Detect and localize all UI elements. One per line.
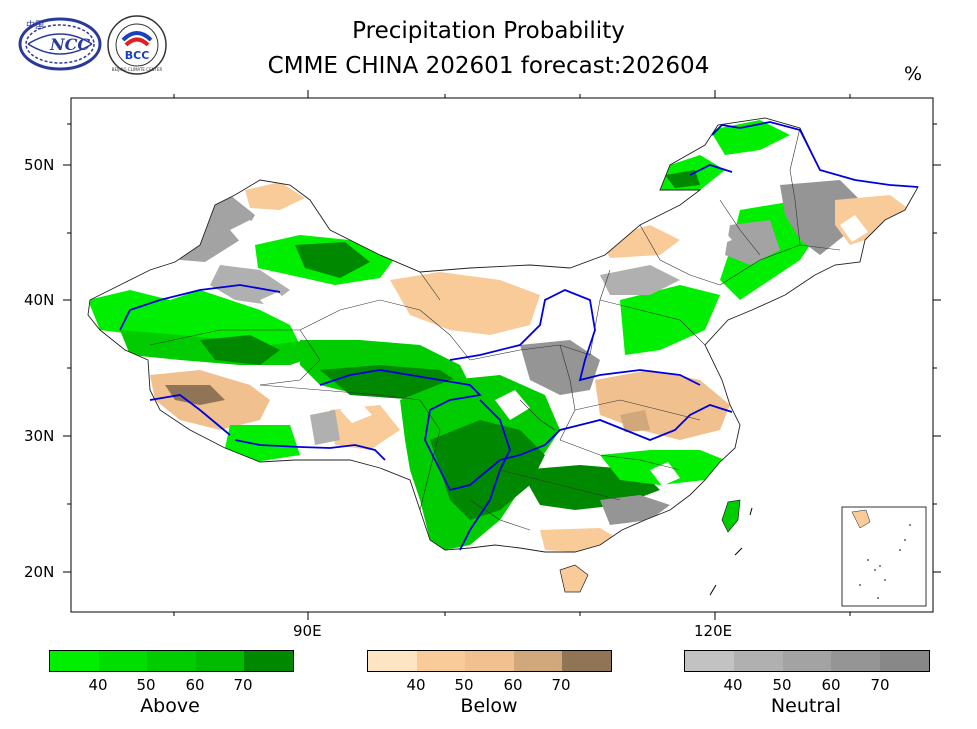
hainan-island [559,564,589,593]
colorbar-above-seg [50,651,99,671]
colorbar-above-seg [98,651,148,671]
colorbar-below-seg [416,651,466,671]
colorbar-above-seg [195,651,245,671]
above-region-north-xinjiang-core [295,242,370,278]
above-region-mohe [710,120,790,155]
below-region-central-east-core [620,410,650,432]
ncc-logo-chars: 中国 [26,19,44,31]
colorbar-neutral-label: Neutral [770,695,842,717]
colorbar-below [367,650,612,672]
colorbar-neutral-seg [880,651,929,671]
colorbar-neutral-tick: 40 [723,676,743,694]
colorbar-above-tick: 60 [185,676,205,694]
colorbar-neutral-seg [782,651,832,671]
below-region-inner-mongolia [390,272,540,335]
colorbar-above-label: Above [140,695,200,717]
title-line-1: Precipitation Probability [352,18,625,44]
china-outline [87,117,919,553]
colorbar-neutral-tick: 60 [821,676,841,694]
colorbar-neutral-tick: 50 [772,676,792,694]
neutral-region-northeast [780,180,860,255]
axis-ticks [63,90,941,620]
bcc-logo-ring: BEIJING CLIMATE CENTER [112,67,163,72]
taiwan-island [721,499,741,533]
neutral-region-jilin [725,220,780,265]
colorbar-above-tick: 40 [88,676,108,694]
neutral-region-beijing [600,265,680,295]
lat-label-40n: 40N [24,291,55,309]
below-region-altai [245,182,305,210]
rivers [119,121,919,551]
ncc-logo: 中国 NCC [18,16,102,72]
colorbar-above-tick: 50 [136,676,156,694]
above-region-xinjiang-core [200,335,280,365]
lon-label-120e: 120E [694,622,733,640]
inset-islands [859,524,911,599]
province-boundaries [149,127,841,531]
below-region-inner-mongolia-east [600,225,680,258]
colorbar-below-seg [465,651,514,671]
colorbar-neutral-seg [685,651,734,671]
neutral-region-tianshan [210,265,290,305]
colorbar-below-label: Below [460,695,518,717]
colorbar-neutral-seg [733,651,783,671]
colorbar-below-tick: 40 [406,676,426,694]
colorbar-below-tick: 60 [503,676,523,694]
lon-label-90e: 90E [293,622,322,640]
colorbar-above-tick: 70 [233,676,253,694]
colorbar-below-tick: 50 [454,676,474,694]
colorbar-above-seg [244,651,293,671]
colorbar-above [49,650,294,672]
below-region-guangdong [540,528,620,552]
lat-label-30n: 30N [24,427,55,445]
colorbar-below-seg [513,651,563,671]
above-region-tibet-south [225,425,300,462]
lat-label-20n: 20N [24,563,55,581]
title-line-2: CMME CHINA 202601 forecast:202604 [267,53,710,79]
unit-label: % [904,63,923,85]
south-sea-inset [841,506,927,607]
bcc-logo-text: BCC [125,49,150,62]
colorbar-neutral-seg [831,651,881,671]
colorbar-below-tick: 70 [551,676,571,694]
colorbar-neutral [684,650,930,672]
ncc-logo-text: NCC [49,35,90,54]
outer-islands [709,507,753,596]
bcc-logo: BCC BEIJING CLIMATE CENTER [106,14,168,76]
below-region-tibet-west-core [165,385,225,405]
colorbar-below-seg [368,651,417,671]
above-region-north-china [620,285,720,355]
lat-label-50n: 50N [24,156,55,174]
colorbar-neutral-tick: 70 [870,676,890,694]
colorbar-below-seg [562,651,611,671]
inset-landmass [851,509,871,529]
neutral-region-shaanxi [520,340,600,395]
colorbar-above-seg [147,651,196,671]
neutral-region-tibet-east [310,410,340,445]
